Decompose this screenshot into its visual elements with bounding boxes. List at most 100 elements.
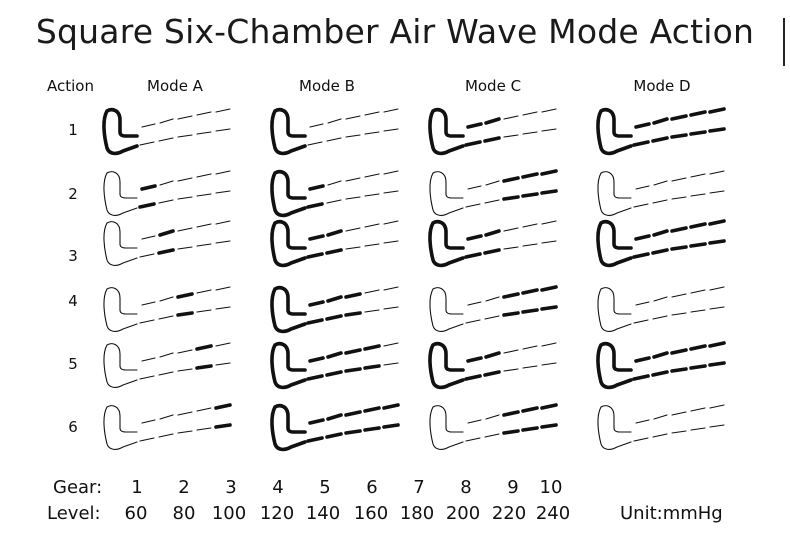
- chamber-1-foot: [270, 219, 307, 268]
- chamber-4-lower-strap: [503, 246, 519, 250]
- chamber-6-upper-strap: [708, 219, 726, 226]
- chamber-2-lower-strap: [139, 253, 155, 258]
- chamber-5-upper-strap: [196, 289, 212, 294]
- chamber-1-foot: [103, 171, 138, 216]
- chamber-6-lower-strap: [540, 423, 558, 429]
- leg-figure: [103, 220, 231, 266]
- chamber-5-upper-strap: [196, 173, 212, 178]
- chamber-4-lower-strap: [503, 134, 519, 138]
- chamber-6-upper-strap: [541, 342, 557, 347]
- chamber-6-upper-strap: [215, 286, 231, 291]
- chamber-5-lower-strap: [521, 308, 539, 314]
- chamber-4-upper-strap: [670, 348, 688, 355]
- chamber-6-upper-strap: [540, 285, 558, 292]
- level-value: 100: [211, 503, 247, 524]
- chamber-2-lower-strap: [464, 374, 482, 381]
- chamber-4-upper-strap: [177, 115, 193, 120]
- chamber-6-lower-strap: [215, 240, 231, 244]
- chamber-3-upper-strap: [159, 352, 174, 358]
- chamber-6-upper-strap: [708, 107, 726, 114]
- chamber-3-lower-strap: [158, 371, 174, 376]
- chamber-4-upper-strap: [345, 227, 361, 232]
- chamber-2-lower-strap: [464, 140, 482, 147]
- chamber-5-upper-strap: [363, 344, 381, 351]
- chamber-3-lower-strap: [325, 248, 343, 255]
- chamber-1-foot: [596, 219, 633, 268]
- chamber-5-upper-strap: [364, 223, 380, 228]
- chamber-5-lower-strap: [689, 130, 707, 136]
- chamber-5-upper-strap: [690, 289, 706, 294]
- chamber-2-upper-strap: [466, 234, 483, 241]
- chamber-3-upper-strap: [484, 351, 501, 359]
- chamber-4-lower-strap: [671, 430, 687, 434]
- chamber-5-lower-strap: [364, 131, 380, 135]
- chamber-6-upper-strap: [709, 286, 725, 291]
- chamber-4-lower-strap: [176, 311, 194, 317]
- chamber-5-lower-strap: [689, 242, 707, 248]
- chamber-4-upper-strap: [670, 114, 688, 121]
- chamber-5-lower-strap: [364, 243, 380, 247]
- chamber-6-upper-strap: [215, 170, 231, 175]
- action-number-2: 2: [68, 185, 78, 203]
- gear-value: 1: [131, 477, 143, 498]
- chamber-4-upper-strap: [176, 292, 194, 299]
- leg-figure: [597, 404, 725, 450]
- chamber-2-upper-strap: [308, 356, 325, 363]
- gear-value: 8: [460, 477, 472, 498]
- chamber-2-lower-strap: [632, 252, 650, 259]
- chamber-5-lower-strap: [196, 309, 212, 313]
- chamber-2-lower-strap: [632, 140, 650, 147]
- chamber-5-lower-strap: [522, 243, 538, 247]
- chamber-3-lower-strap: [483, 370, 501, 377]
- chamber-6-upper-strap: [541, 108, 557, 113]
- chamber-6-upper-strap: [708, 341, 726, 348]
- gear-value: 2: [178, 477, 190, 498]
- action-number-3: 3: [68, 247, 78, 265]
- chamber-2-lower-strap: [465, 437, 481, 442]
- chamber-4-upper-strap: [502, 292, 520, 299]
- chamber-5-upper-strap: [363, 406, 381, 413]
- chamber-5-upper-strap: [196, 407, 212, 412]
- leg-figure: [270, 285, 399, 334]
- chamber-4-upper-strap: [502, 176, 520, 183]
- chamber-4-lower-strap: [177, 246, 193, 250]
- chamber-5-upper-strap: [196, 223, 212, 228]
- leg-figure: [428, 219, 557, 268]
- chamber-2-upper-strap: [467, 185, 482, 190]
- gear-value: 6: [366, 477, 378, 498]
- chamber-2-lower-strap: [633, 203, 649, 208]
- chamber-6-lower-strap: [709, 190, 725, 194]
- level-value: 200: [445, 503, 481, 524]
- chamber-3-upper-strap: [159, 296, 174, 302]
- leg-figure: [103, 286, 231, 332]
- chamber-1-foot: [270, 341, 307, 390]
- chamber-3-lower-strap: [157, 248, 175, 255]
- chamber-5-lower-strap: [521, 426, 539, 432]
- chamber-4-lower-strap: [502, 429, 520, 435]
- page-title: Square Six-Chamber Air Wave Mode Action: [35, 12, 755, 51]
- chamber-3-lower-strap: [325, 370, 343, 377]
- chamber-5-upper-strap: [521, 406, 539, 413]
- chamber-5-lower-strap: [522, 365, 538, 369]
- leg-figure: [596, 107, 726, 156]
- chamber-3-upper-strap: [326, 229, 343, 237]
- chamber-5-upper-strap: [521, 288, 539, 295]
- chamber-5-upper-strap: [364, 289, 380, 294]
- chamber-6-upper-strap: [215, 342, 231, 347]
- chamber-3-lower-strap: [652, 199, 668, 204]
- chamber-1-foot: [103, 405, 138, 450]
- chamber-2-lower-strap: [465, 319, 481, 324]
- chamber-4-upper-strap: [503, 227, 519, 232]
- chamber-1-foot: [102, 107, 139, 156]
- chamber-2-lower-strap: [139, 375, 155, 380]
- chamber-1-foot: [429, 405, 464, 450]
- chamber-4-lower-strap: [344, 367, 362, 373]
- chamber-2-upper-strap: [635, 301, 650, 306]
- chamber-6-lower-strap: [709, 424, 725, 428]
- chamber-3-upper-strap: [653, 180, 668, 186]
- chamber-6-lower-strap: [541, 362, 557, 366]
- level-value: 120: [259, 503, 295, 524]
- chamber-5-lower-strap: [195, 364, 213, 370]
- chamber-6-lower-strap: [215, 362, 231, 366]
- chamber-6-lower-strap: [541, 128, 557, 132]
